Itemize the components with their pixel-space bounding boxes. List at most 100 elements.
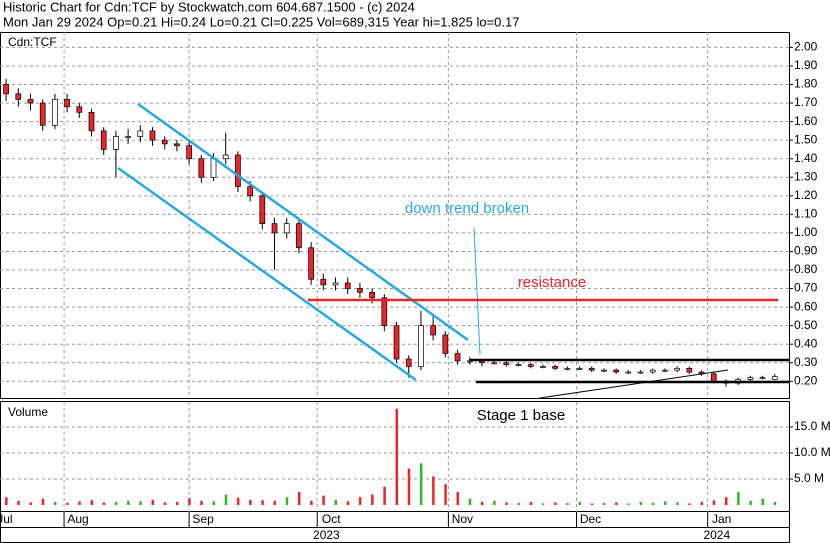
volume-bar xyxy=(90,500,94,505)
x-tick-label: Jul xyxy=(0,512,13,526)
y-tick-label: 0.50 xyxy=(794,318,818,332)
candle-body xyxy=(466,360,473,363)
candle-body xyxy=(369,291,375,299)
y-tick-label: 1.00 xyxy=(794,225,818,239)
volume-bar xyxy=(493,500,496,505)
volume-bar xyxy=(566,502,569,505)
volume-bar xyxy=(273,500,277,505)
y-tick-label: 0.90 xyxy=(794,244,818,258)
year-label: 2023 xyxy=(313,528,340,542)
x-tick-label: Nov xyxy=(452,512,473,526)
annotations: down trend broken resistance Stage 1 bas… xyxy=(117,102,790,424)
candle-body xyxy=(613,369,619,373)
candle-body xyxy=(552,366,558,369)
volume-bar xyxy=(663,501,667,505)
candle-body xyxy=(601,369,607,372)
volume-bar xyxy=(419,463,423,505)
volume-bar xyxy=(310,500,313,505)
symbol-label: Cdn:TCF xyxy=(8,35,57,49)
volume-bar xyxy=(297,491,301,505)
grid xyxy=(0,32,790,512)
y2-tick-label: 10.0 M xyxy=(794,445,830,459)
marks xyxy=(3,78,778,505)
volume-bar xyxy=(78,501,81,505)
candle-body xyxy=(113,136,119,150)
candle-body xyxy=(576,367,583,370)
y-tick-label: 0.70 xyxy=(794,281,818,295)
volume-bar xyxy=(712,500,716,505)
candle-body xyxy=(491,362,497,365)
volume-bar xyxy=(285,497,289,505)
candle-body xyxy=(174,143,180,147)
volume-bar xyxy=(615,502,618,505)
volume-bar xyxy=(407,468,411,505)
volume-bar xyxy=(578,501,582,505)
candle-body xyxy=(588,367,595,371)
candle-body xyxy=(515,364,522,366)
candle-body xyxy=(186,145,192,160)
volume-bar xyxy=(224,494,228,505)
volume-bar xyxy=(688,503,691,505)
candle-body xyxy=(405,358,412,367)
candle-body xyxy=(710,373,717,382)
volume-bar xyxy=(41,498,45,505)
trend-line xyxy=(117,166,417,382)
volume-bar xyxy=(444,484,447,505)
y-tick-label: 0.30 xyxy=(794,355,818,369)
x-tick-label: Oct xyxy=(322,512,341,526)
candle-body xyxy=(662,369,668,372)
candle-body xyxy=(442,334,449,354)
candle-body xyxy=(247,186,253,197)
candle-body xyxy=(52,99,58,126)
pointer-line xyxy=(539,369,729,399)
volume-bar xyxy=(529,501,533,505)
volume-bar xyxy=(53,501,57,505)
volume-bar xyxy=(114,501,118,505)
y-tick-label: 0.40 xyxy=(794,336,818,350)
volume-bar xyxy=(66,502,69,505)
volume-bar xyxy=(383,486,386,505)
candle-body xyxy=(88,111,95,132)
volume-bar xyxy=(151,499,155,505)
x-tick-label: Jan xyxy=(712,512,731,526)
x-tick-label: Sep xyxy=(192,512,214,526)
volume-bar xyxy=(627,503,630,505)
candle-body xyxy=(320,278,327,286)
y-tick-label: 1.50 xyxy=(794,132,818,146)
y-tick-label: 1.20 xyxy=(794,188,818,202)
volume-bar xyxy=(175,501,179,505)
volume-bar xyxy=(188,498,191,505)
candle-body xyxy=(125,136,131,138)
volume-bar xyxy=(554,502,557,505)
volume-bar xyxy=(602,502,606,505)
candle-body xyxy=(259,195,266,224)
volume-bar xyxy=(639,501,643,505)
volume-bar xyxy=(346,501,350,505)
candle-body xyxy=(235,154,241,187)
candle-body xyxy=(332,282,339,286)
pointer-line xyxy=(473,227,481,356)
y-tick-label: 0.80 xyxy=(794,262,818,276)
candle-body xyxy=(198,158,205,178)
chart-subtitle: Mon Jan 29 2024 Op=0.21 Hi=0.24 Lo=0.21 … xyxy=(3,14,519,29)
candle-body xyxy=(625,371,632,374)
candle-body xyxy=(357,288,363,293)
candle-body xyxy=(15,93,22,100)
volume-bar xyxy=(5,497,8,505)
x-tick-label: Aug xyxy=(67,512,88,526)
candle-body xyxy=(100,130,107,150)
y-tick-label: 1.40 xyxy=(794,151,818,165)
volume-bar xyxy=(358,497,362,505)
annotation: Stage 1 base xyxy=(477,407,565,424)
candle-body xyxy=(759,377,766,379)
y-tick-label: 1.90 xyxy=(794,58,818,72)
volume-bar xyxy=(261,500,264,505)
candle-body xyxy=(503,362,510,365)
candle-body xyxy=(393,325,400,360)
candle-body xyxy=(308,247,314,280)
volume-bar xyxy=(480,501,484,505)
year-label: 2024 xyxy=(703,528,730,542)
volume-bar xyxy=(541,503,545,505)
